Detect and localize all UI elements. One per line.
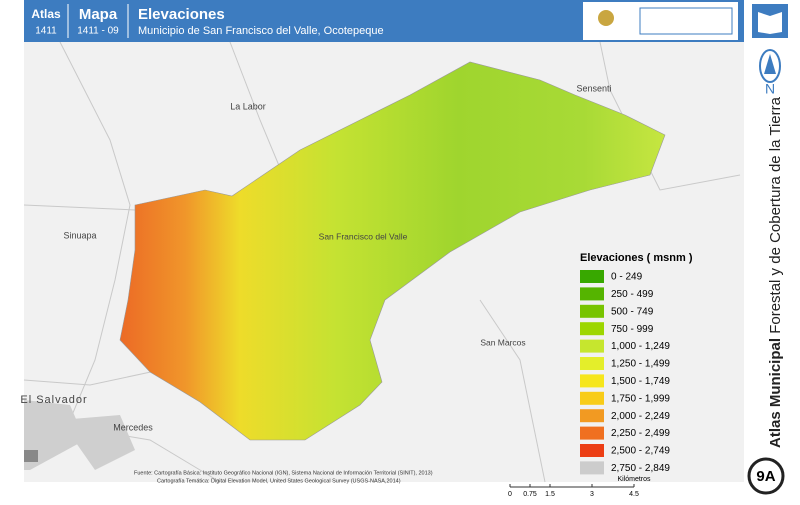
legend-swatch (580, 322, 604, 336)
logo-emblem (598, 10, 614, 26)
legend-label: 1,750 - 1,999 (611, 393, 670, 404)
scale-label: 1.5 (545, 491, 555, 498)
legend-swatch (580, 426, 604, 440)
place-label: San Francisco del Valle (319, 231, 408, 241)
scale-unit: Kilómetros (617, 476, 651, 483)
source-line: Cartografía Temática: Digital Elevation … (157, 478, 401, 484)
scale-bar: 0 0.75 1.5 3 4.5 Kilómetros (508, 476, 651, 498)
atlas-number: 1411 (35, 26, 57, 37)
north-label: N (765, 81, 775, 97)
legend-label: 2,000 - 2,249 (611, 411, 670, 422)
map-label: Mapa (79, 6, 118, 23)
legend-swatch (580, 304, 604, 318)
legend-label: 500 - 749 (611, 306, 654, 317)
legend-swatch (580, 270, 604, 283)
scale-label: 0 (508, 491, 512, 498)
legend-swatch (580, 374, 604, 388)
legend-label: 2,250 - 2,499 (611, 428, 670, 439)
legend-label: 1,500 - 1,749 (611, 376, 670, 387)
series-rest: Forestal y de Cobertura de la Tierra (767, 96, 784, 333)
place-label: Mercedes (113, 422, 153, 432)
map-title: Elevaciones (138, 6, 225, 23)
legend-label: 1,000 - 1,249 (611, 341, 670, 352)
legend-label: 250 - 499 (611, 289, 654, 300)
legend-label: 0 - 249 (611, 272, 643, 283)
legend-title: Elevaciones ( msnm ) (580, 252, 693, 264)
legend-label: 2,750 - 2,849 (611, 463, 670, 474)
scale-label: 4.5 (629, 491, 639, 498)
series-title: Atlas Municipal Forestal y de Cobertura … (767, 96, 784, 448)
place-label: San Marcos (480, 337, 525, 347)
legend-swatch (580, 444, 604, 457)
scale-label: 3 (590, 491, 594, 498)
legend-label: 750 - 999 (611, 324, 654, 335)
legend-label: 2,500 - 2,749 (611, 446, 670, 457)
scale-label: 0.75 (523, 491, 537, 498)
map-number: 1411 - 09 (77, 26, 119, 37)
map-subtitle: Municipio de San Francisco del Valle, Oc… (138, 25, 384, 37)
place-label: Sinuapa (63, 230, 96, 240)
roads (23, 41, 741, 483)
source-line: Fuente: Cartografía Básica: Instituto Ge… (134, 470, 433, 476)
logo-icf (639, 7, 733, 35)
place-label: Sensenti (576, 83, 611, 93)
place-label: La Labor (230, 101, 266, 111)
inset-highlight (24, 450, 38, 462)
legend-swatch (580, 461, 604, 475)
legend-swatch (580, 287, 604, 301)
north-arrow (759, 49, 781, 83)
place-label: El Salvador (20, 394, 87, 406)
legend-swatch (580, 357, 604, 370)
sheet-label: 9A (756, 468, 775, 485)
book-shape (758, 12, 782, 34)
legend-label: 1,250 - 1,499 (611, 359, 670, 370)
series-bold: Atlas Municipal (767, 338, 784, 448)
legend: Elevaciones ( msnm ) 0 - 249 250 - 499 500 … (580, 252, 693, 475)
legend-swatch (580, 409, 604, 423)
legend-swatch (580, 391, 604, 405)
north-arrow-head (764, 54, 776, 74)
atlas-label: Atlas (31, 7, 61, 21)
sheet-badge (747, 457, 785, 495)
municipality-elevation (119, 61, 666, 441)
inset-map (24, 400, 135, 470)
legend-swatch (580, 339, 604, 353)
